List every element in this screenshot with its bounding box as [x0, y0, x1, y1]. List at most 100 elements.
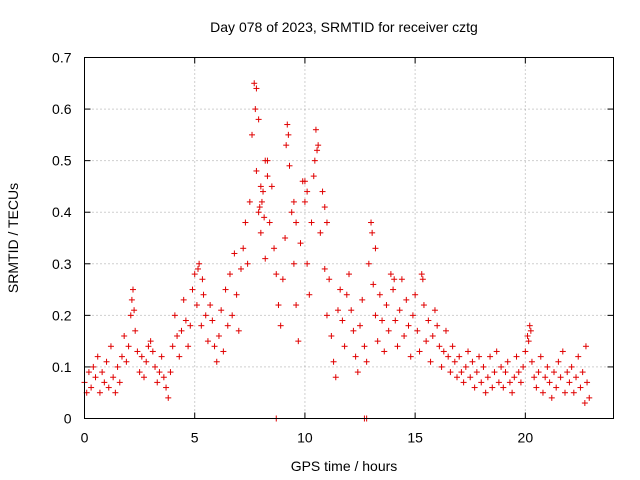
y-tick-label: 0.1 — [52, 359, 72, 375]
data-point — [586, 394, 593, 401]
data-point — [242, 219, 249, 226]
data-point — [288, 209, 295, 216]
data-point — [409, 312, 416, 319]
data-point — [209, 317, 216, 324]
y-tick-label: 0 — [64, 411, 72, 427]
data-point — [266, 219, 273, 226]
data-point — [517, 379, 524, 386]
data-point — [92, 374, 99, 381]
data-point — [231, 250, 238, 257]
data-point — [165, 394, 172, 401]
data-point — [525, 338, 532, 345]
data-point — [226, 271, 233, 278]
x-axis-label: GPS time / hours — [291, 458, 398, 474]
y-tick-label: 0.7 — [52, 50, 72, 66]
data-point — [145, 343, 152, 350]
data-point — [568, 363, 575, 370]
data-point — [531, 374, 538, 381]
data-point — [582, 343, 589, 350]
data-point — [314, 147, 321, 154]
data-point — [500, 384, 507, 391]
data-point — [365, 260, 372, 267]
data-point — [147, 338, 154, 345]
data-point — [185, 343, 192, 350]
chart-title: Day 078 of 2023, SRMTID for receiver czt… — [210, 19, 478, 35]
data-point — [559, 348, 566, 355]
data-point — [390, 286, 397, 293]
data-point — [334, 307, 341, 314]
data-point — [121, 332, 128, 339]
data-point — [546, 379, 553, 386]
data-point — [520, 363, 527, 370]
data-point — [513, 353, 520, 360]
tick-labels: 0 0.1 0.2 0.3 0.4 0.5 0.6 0.7 0 5 10 15 20 — [52, 50, 533, 446]
data-point — [539, 389, 546, 396]
data-point — [277, 322, 284, 329]
data-point — [401, 332, 408, 339]
data-point — [372, 312, 379, 319]
x-tick-label: 10 — [297, 430, 313, 446]
data-point — [548, 394, 555, 401]
data-point — [359, 296, 366, 303]
data-point — [222, 286, 229, 293]
data-point — [434, 322, 441, 329]
data-point — [127, 312, 134, 319]
x-tick-label: 15 — [407, 430, 423, 446]
data-point — [330, 358, 337, 365]
data-point — [284, 121, 291, 128]
data-point — [431, 307, 438, 314]
data-point — [261, 214, 268, 221]
data-point — [581, 400, 588, 407]
data-point — [195, 265, 202, 272]
data-point — [191, 271, 198, 278]
data-point — [370, 281, 377, 288]
data-point — [491, 369, 498, 376]
data-point — [202, 312, 209, 319]
x-tick-label: 0 — [81, 430, 89, 446]
data-point — [304, 260, 311, 267]
data-point — [152, 363, 159, 370]
data-point — [416, 348, 423, 355]
data-point — [154, 379, 161, 386]
data-point — [533, 384, 540, 391]
data-point — [480, 363, 487, 370]
data-point — [458, 369, 465, 376]
data-point — [473, 369, 480, 376]
data-point — [110, 374, 117, 381]
data-point — [553, 384, 560, 391]
data-point — [383, 302, 390, 309]
data-point — [376, 291, 383, 298]
data-point — [414, 327, 421, 334]
data-point — [396, 307, 403, 314]
data-point — [476, 353, 483, 360]
data-point — [550, 369, 557, 376]
data-point — [218, 307, 225, 314]
data-point — [403, 296, 410, 303]
data-point — [271, 245, 278, 252]
data-point — [105, 384, 112, 391]
data-point — [570, 389, 577, 396]
data-point — [257, 229, 264, 236]
data-point — [429, 332, 436, 339]
data-point — [321, 265, 328, 272]
data-point — [158, 353, 165, 360]
data-point — [160, 374, 167, 381]
data-point — [522, 348, 529, 355]
data-point — [381, 348, 388, 355]
data-point — [118, 353, 125, 360]
data-point — [374, 338, 381, 345]
data-point — [143, 358, 150, 365]
data-point — [326, 276, 333, 283]
data-point — [566, 379, 573, 386]
data-point — [193, 302, 200, 309]
data-point — [246, 198, 253, 205]
data-point — [438, 363, 445, 370]
data-point — [442, 327, 449, 334]
data-point — [420, 302, 427, 309]
data-point — [90, 363, 97, 370]
data-point — [462, 363, 469, 370]
data-point — [579, 369, 586, 376]
data-point — [273, 271, 280, 278]
data-point — [555, 358, 562, 365]
